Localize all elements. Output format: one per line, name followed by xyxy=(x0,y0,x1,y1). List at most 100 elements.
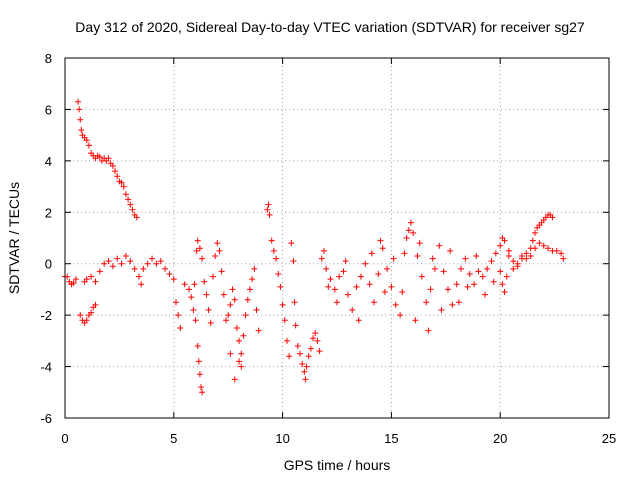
data-point xyxy=(427,286,434,293)
data-point xyxy=(429,255,436,262)
axis-ticks xyxy=(64,57,610,419)
data-point xyxy=(186,286,193,293)
y-tick-label: 6 xyxy=(45,102,52,117)
data-point xyxy=(231,376,238,383)
x-tick-label: 5 xyxy=(170,431,177,446)
data-point xyxy=(353,283,360,290)
data-point xyxy=(120,183,127,190)
data-point xyxy=(327,276,334,283)
data-point xyxy=(423,299,430,306)
data-point xyxy=(318,255,325,262)
data-point xyxy=(375,271,382,277)
data-point xyxy=(392,301,399,308)
data-point xyxy=(231,296,238,303)
data-point xyxy=(377,237,384,244)
data-point xyxy=(381,289,388,295)
data-point xyxy=(207,319,214,326)
data-point xyxy=(193,247,200,254)
data-point xyxy=(236,337,243,344)
data-points xyxy=(62,98,567,396)
chart-title: Day 312 of 2020, Sidereal Day-to-day VTE… xyxy=(75,19,585,35)
data-point xyxy=(127,201,134,208)
data-point xyxy=(447,247,454,254)
data-point xyxy=(473,253,480,259)
data-point xyxy=(401,250,408,257)
data-point xyxy=(490,278,497,285)
data-point xyxy=(238,363,245,370)
data-point xyxy=(292,322,299,329)
data-point xyxy=(488,258,495,265)
data-point xyxy=(105,155,112,162)
data-point xyxy=(297,350,304,357)
data-point xyxy=(370,299,377,306)
data-point xyxy=(479,273,486,280)
data-point xyxy=(198,384,204,391)
data-point xyxy=(558,250,565,257)
data-point xyxy=(410,229,417,236)
data-point xyxy=(218,268,225,275)
data-point xyxy=(290,258,297,265)
data-point xyxy=(527,253,534,259)
data-point xyxy=(310,335,317,342)
data-point xyxy=(301,368,308,375)
data-point xyxy=(312,330,319,337)
data-point xyxy=(83,317,90,324)
data-point xyxy=(407,219,414,226)
data-point xyxy=(475,268,482,275)
data-point xyxy=(355,317,362,324)
data-point xyxy=(440,268,447,275)
data-point xyxy=(273,255,280,262)
x-axis-title: GPS time / hours xyxy=(284,457,391,473)
data-point xyxy=(405,227,412,234)
data-point xyxy=(523,255,530,262)
data-point xyxy=(453,281,460,288)
data-point xyxy=(227,350,234,357)
data-point xyxy=(403,235,410,241)
data-point xyxy=(399,289,406,295)
data-point xyxy=(149,255,156,262)
x-tick-label: 15 xyxy=(384,431,398,446)
data-point xyxy=(96,154,103,160)
data-point xyxy=(281,317,288,324)
data-point xyxy=(96,268,103,275)
data-point xyxy=(553,247,560,254)
data-point xyxy=(181,281,188,288)
data-point xyxy=(384,265,391,272)
y-axis-title: SDTVAR / TECUs xyxy=(6,182,22,294)
data-point xyxy=(471,281,478,288)
data-point xyxy=(105,258,112,265)
data-point xyxy=(77,116,84,123)
data-point xyxy=(397,312,404,319)
data-point xyxy=(201,278,208,285)
data-point xyxy=(212,253,219,259)
data-point xyxy=(299,361,306,367)
data-point xyxy=(458,265,465,272)
data-point xyxy=(118,179,125,186)
data-point xyxy=(190,307,197,313)
data-point xyxy=(114,255,121,262)
data-point xyxy=(505,253,512,259)
data-point xyxy=(162,265,169,272)
data-point xyxy=(501,237,508,244)
data-point xyxy=(216,247,223,254)
data-point xyxy=(240,332,247,339)
data-point xyxy=(438,307,445,313)
data-point xyxy=(214,240,221,247)
data-point xyxy=(455,299,462,306)
data-point xyxy=(268,237,275,244)
data-point xyxy=(140,265,147,272)
data-point xyxy=(195,358,202,365)
data-point xyxy=(307,345,314,352)
data-point xyxy=(270,247,277,254)
data-point xyxy=(88,309,95,316)
data-point xyxy=(325,283,332,290)
data-point xyxy=(129,206,136,213)
data-point xyxy=(314,337,321,344)
data-point xyxy=(342,258,349,265)
data-point xyxy=(196,245,203,252)
data-point xyxy=(540,242,547,249)
data-point xyxy=(175,312,182,319)
data-point xyxy=(277,283,284,290)
data-point xyxy=(77,312,84,319)
